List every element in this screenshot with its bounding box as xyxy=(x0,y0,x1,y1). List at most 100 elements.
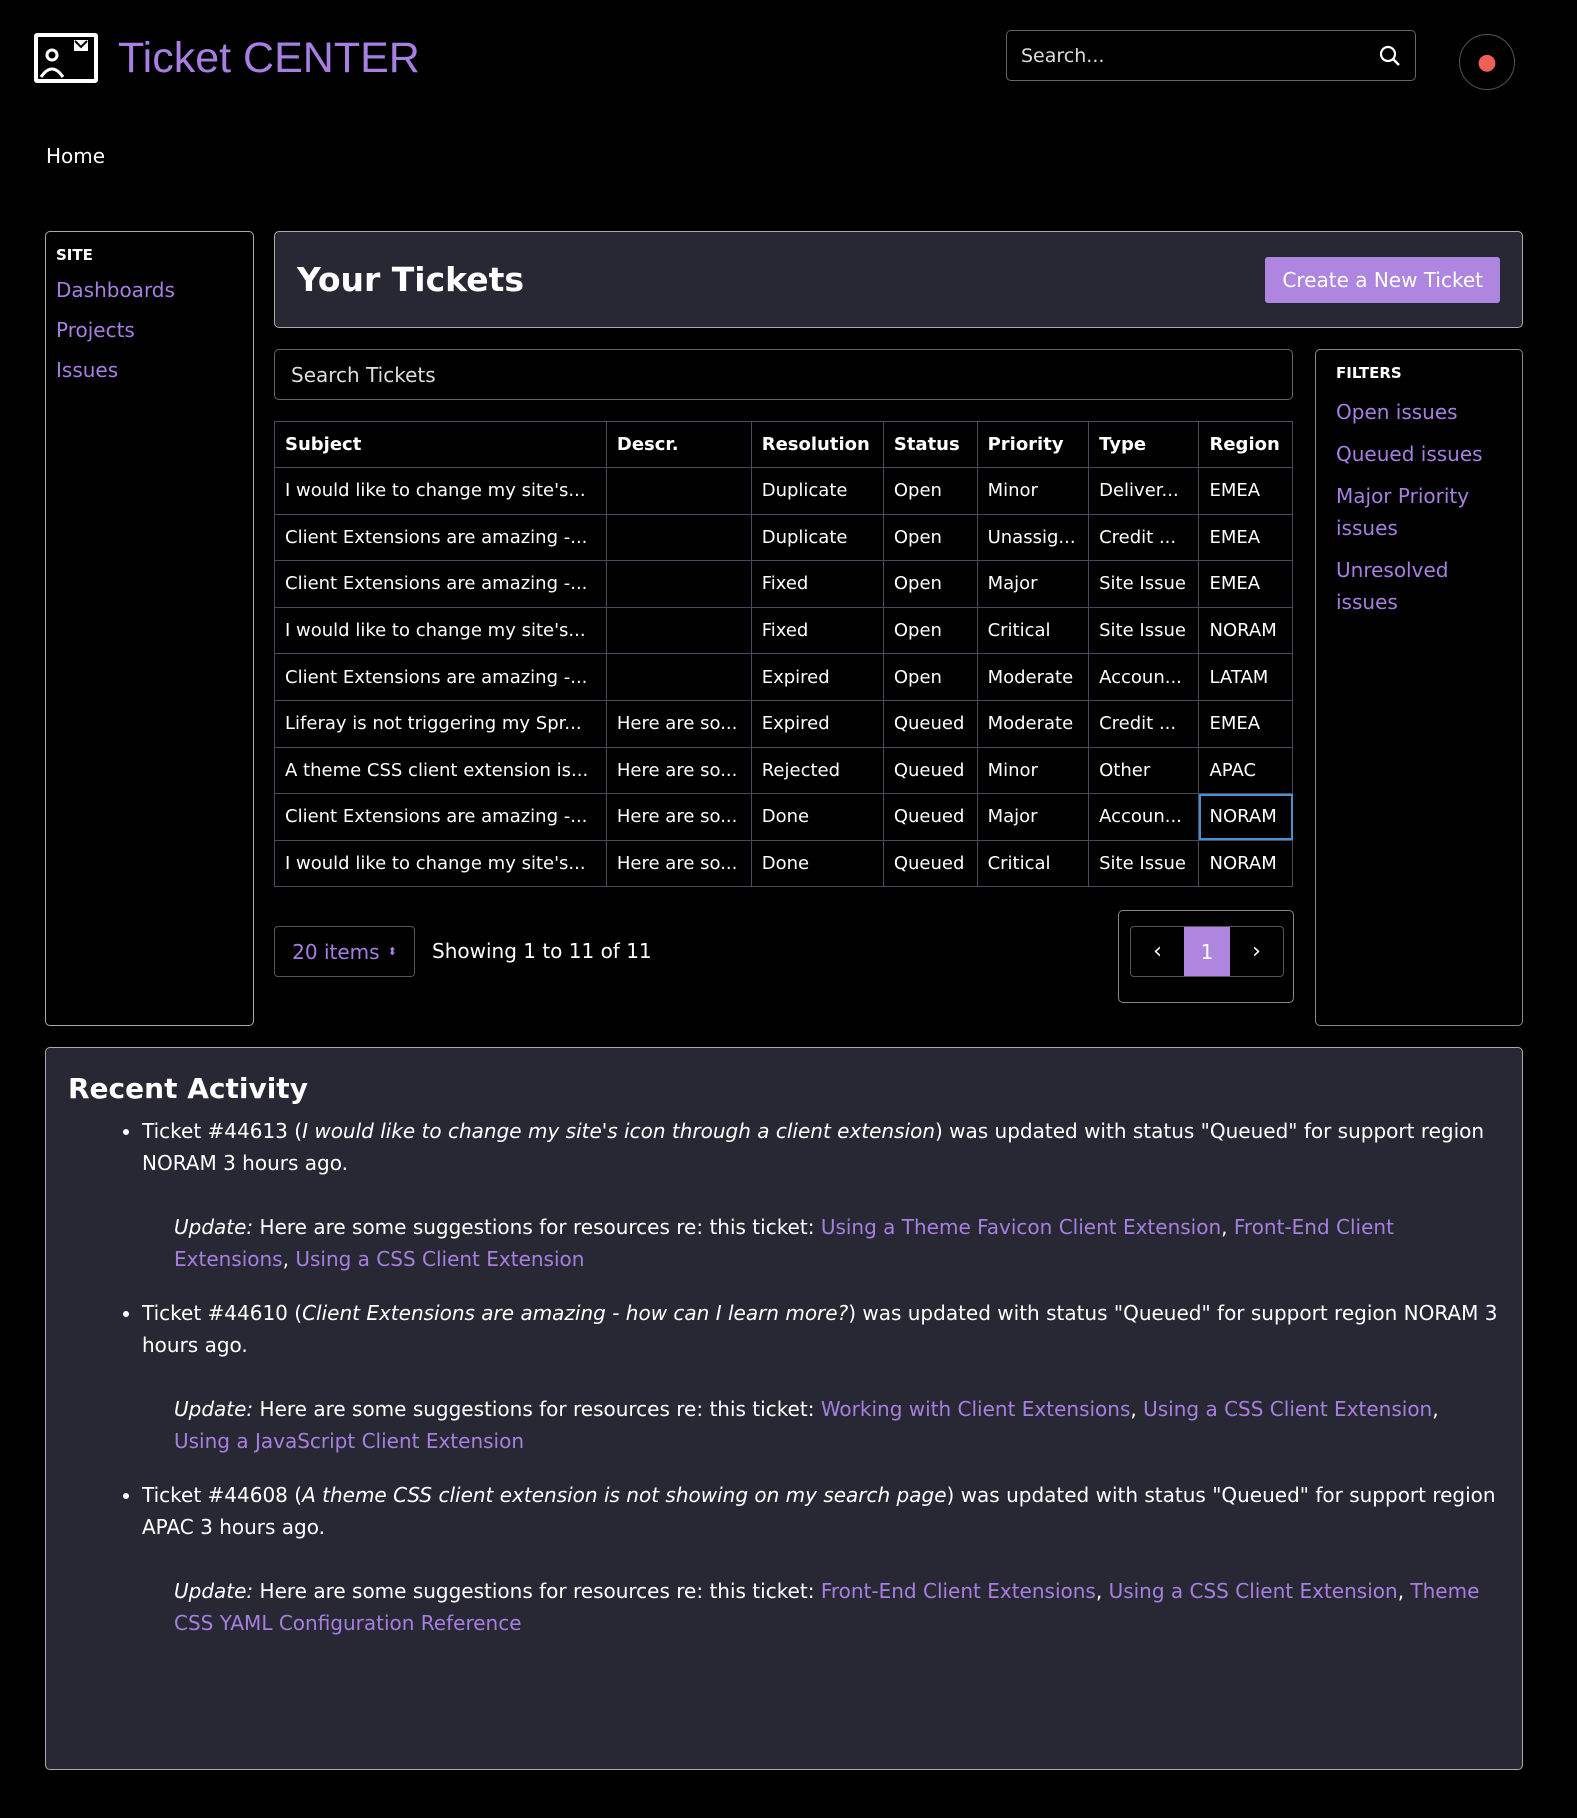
app-title[interactable]: Ticket CENTER xyxy=(118,34,420,82)
table-cell[interactable]: EMEA xyxy=(1198,467,1293,515)
table-cell[interactable]: Expired xyxy=(750,653,884,701)
table-row[interactable]: Client Extensions are amazing -... Duplic… xyxy=(274,513,1293,562)
table-cell[interactable]: Here are so... xyxy=(605,839,752,888)
table-cell[interactable]: Done xyxy=(750,839,884,888)
resource-link[interactable]: Theme CSS YAML Configuration Reference xyxy=(174,1579,1480,1635)
table-cell[interactable]: Here are so... xyxy=(605,699,752,748)
table-row[interactable]: I would like to change my site's... Fixed… xyxy=(274,606,1293,655)
table-cell[interactable]: Moderate xyxy=(976,653,1090,701)
resource-link[interactable]: Using a CSS Client Extension xyxy=(1143,1397,1433,1421)
filter-queued-issues[interactable]: Queued issues xyxy=(1336,442,1483,466)
search-icon[interactable] xyxy=(1379,45,1401,67)
table-row[interactable]: A theme CSS client extension is... Here a… xyxy=(274,746,1293,795)
table-cell[interactable]: Accoun... xyxy=(1088,793,1200,841)
table-cell[interactable]: EMEA xyxy=(1198,513,1293,562)
column-header[interactable]: Priority xyxy=(976,421,1090,468)
table-cell[interactable]: Here are so... xyxy=(605,793,752,841)
table-cell[interactable]: Site Issue xyxy=(1088,560,1200,608)
table-cell[interactable]: Here are so... xyxy=(605,746,752,795)
search-input[interactable] xyxy=(1021,44,1379,67)
table-cell[interactable]: Deliver... xyxy=(1088,467,1200,515)
column-header[interactable]: Resolution xyxy=(750,421,884,468)
table-cell[interactable]: Queued xyxy=(882,839,978,888)
table-cell[interactable]: Site Issue xyxy=(1088,839,1200,888)
table-cell[interactable]: Open xyxy=(882,467,978,515)
table-cell[interactable]: Open xyxy=(882,653,978,701)
resource-link[interactable]: Using a CSS Client Extension xyxy=(1108,1579,1398,1603)
table-cell[interactable]: NORAM xyxy=(1198,606,1293,655)
table-row[interactable]: I would like to change my site's... Here … xyxy=(274,839,1293,888)
column-header[interactable]: Region xyxy=(1198,421,1293,468)
sidebar-item-projects[interactable]: Projects xyxy=(56,318,135,342)
column-header[interactable]: Subject xyxy=(274,421,607,468)
table-cell[interactable]: NORAM xyxy=(1198,793,1293,841)
table-row[interactable]: Client Extensions are amazing -... Here a… xyxy=(274,793,1293,841)
resource-link[interactable]: Using a JavaScript Client Extension xyxy=(174,1429,525,1453)
table-cell[interactable]: Fixed xyxy=(750,606,884,655)
table-row[interactable]: Client Extensions are amazing -... Fixed O… xyxy=(274,560,1293,608)
resource-link[interactable]: Using a CSS Client Extension xyxy=(295,1247,585,1271)
table-cell[interactable]: Client Extensions are amazing -... xyxy=(274,560,607,608)
table-cell[interactable]: Critical xyxy=(976,606,1090,655)
table-cell[interactable]: Minor xyxy=(976,467,1090,515)
table-cell[interactable] xyxy=(605,467,752,515)
column-header[interactable]: Descr. xyxy=(605,421,752,468)
table-cell[interactable]: Credit ... xyxy=(1088,699,1200,748)
table-cell[interactable] xyxy=(605,653,752,701)
table-cell[interactable]: I would like to change my site's... xyxy=(274,839,607,888)
table-cell[interactable]: Client Extensions are amazing -... xyxy=(274,653,607,701)
table-cell[interactable]: I would like to change my site's... xyxy=(274,606,607,655)
table-row[interactable]: Liferay is not triggering my Spr... Here … xyxy=(274,699,1293,748)
table-cell[interactable]: Moderate xyxy=(976,699,1090,748)
table-cell[interactable]: Open xyxy=(882,513,978,562)
table-cell[interactable] xyxy=(605,606,752,655)
table-cell[interactable]: APAC xyxy=(1198,746,1293,795)
create-ticket-button[interactable]: Create a New Ticket xyxy=(1265,256,1500,303)
page-button[interactable]: 1 xyxy=(1184,927,1230,976)
resource-link[interactable]: Using a Theme Favicon Client Extension xyxy=(820,1215,1222,1239)
table-cell[interactable]: Queued xyxy=(882,699,978,748)
table-cell[interactable]: Client Extensions are amazing -... xyxy=(274,513,607,562)
table-cell[interactable]: Fixed xyxy=(750,560,884,608)
table-cell[interactable]: Queued xyxy=(882,793,978,841)
sidebar-item-issues[interactable]: Issues xyxy=(56,358,119,382)
table-cell[interactable]: EMEA xyxy=(1198,560,1293,608)
column-header[interactable]: Status xyxy=(882,421,978,468)
filter-major-priority[interactable]: Major Priority issues xyxy=(1336,484,1470,540)
table-cell[interactable] xyxy=(605,513,752,562)
table-cell[interactable]: Accoun... xyxy=(1088,653,1200,701)
table-cell[interactable]: Other xyxy=(1088,746,1200,795)
table-cell[interactable]: NORAM xyxy=(1198,839,1293,888)
resource-link[interactable]: Working with Client Extensions xyxy=(820,1397,1131,1421)
items-per-page-select[interactable]: 20 items ⬍ xyxy=(274,926,415,977)
table-cell[interactable]: Liferay is not triggering my Spr... xyxy=(274,699,607,748)
table-cell[interactable]: LATAM xyxy=(1198,653,1293,701)
table-cell[interactable]: Duplicate xyxy=(750,467,884,515)
table-cell[interactable] xyxy=(605,560,752,608)
user-avatar-button[interactable]: ● xyxy=(1459,34,1515,90)
table-row[interactable]: I would like to change my site's... Dupli… xyxy=(274,467,1293,515)
table-cell[interactable]: Expired xyxy=(750,699,884,748)
table-cell[interactable]: Queued xyxy=(882,746,978,795)
next-page-icon[interactable]: › xyxy=(1252,939,1261,964)
sidebar-item-dashboards[interactable]: Dashboards xyxy=(56,278,175,302)
table-cell[interactable]: I would like to change my site's... xyxy=(274,467,607,515)
table-cell[interactable]: Rejected xyxy=(750,746,884,795)
resource-link[interactable]: Front-End Client Extensions xyxy=(174,1215,1394,1271)
column-header[interactable]: Type xyxy=(1088,421,1200,468)
table-cell[interactable]: Major xyxy=(976,560,1090,608)
prev-page-icon[interactable]: ‹ xyxy=(1153,939,1162,964)
filter-unresolved[interactable]: Unresolved issues xyxy=(1336,558,1449,614)
table-cell[interactable]: Unassig... xyxy=(976,513,1090,562)
table-cell[interactable]: Site Issue xyxy=(1088,606,1200,655)
breadcrumb[interactable]: Home xyxy=(46,144,106,168)
table-cell[interactable]: Done xyxy=(750,793,884,841)
site-search[interactable] xyxy=(1006,30,1416,81)
table-cell[interactable]: Duplicate xyxy=(750,513,884,562)
table-row[interactable]: Client Extensions are amazing -... Expire… xyxy=(274,653,1293,701)
table-cell[interactable]: Major xyxy=(976,793,1090,841)
table-cell[interactable]: Credit ... xyxy=(1088,513,1200,562)
filter-open-issues[interactable]: Open issues xyxy=(1336,400,1458,424)
ticket-search-input[interactable]: Search Tickets xyxy=(274,349,1293,400)
resource-link[interactable]: Front-End Client Extensions xyxy=(820,1579,1096,1603)
